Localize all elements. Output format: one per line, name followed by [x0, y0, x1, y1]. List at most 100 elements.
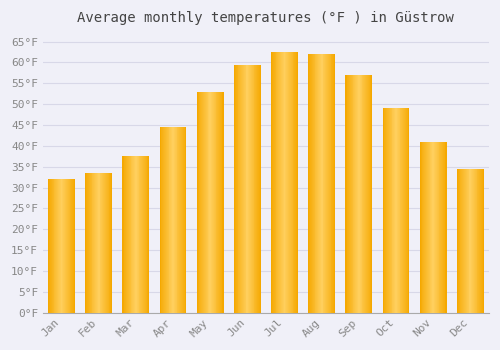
Title: Average monthly temperatures (°F ) in Güstrow: Average monthly temperatures (°F ) in Gü… — [78, 11, 454, 25]
Bar — [441, 142, 442, 313]
Bar — [48, 179, 49, 313]
Bar — [356, 75, 357, 313]
Bar — [234, 64, 235, 313]
Bar — [246, 64, 248, 313]
Bar — [98, 173, 100, 313]
Bar — [398, 108, 400, 313]
Bar — [464, 169, 465, 313]
Bar — [382, 108, 384, 313]
Bar — [316, 54, 317, 313]
Bar — [435, 142, 436, 313]
Bar — [51, 179, 52, 313]
Bar — [200, 92, 202, 313]
Bar — [86, 173, 87, 313]
Bar — [463, 169, 464, 313]
Bar — [444, 142, 446, 313]
Bar — [145, 156, 146, 313]
Bar — [352, 75, 354, 313]
Bar — [166, 127, 167, 313]
Bar — [403, 108, 404, 313]
Bar — [146, 156, 148, 313]
Bar — [297, 52, 298, 313]
Bar — [389, 108, 390, 313]
Bar — [351, 75, 352, 313]
Bar — [67, 179, 68, 313]
Bar — [442, 142, 443, 313]
Bar — [240, 64, 241, 313]
Bar — [125, 156, 126, 313]
Bar — [366, 75, 367, 313]
Bar — [404, 108, 405, 313]
Bar — [95, 173, 96, 313]
Bar — [66, 179, 67, 313]
Bar — [62, 179, 64, 313]
Bar — [134, 156, 135, 313]
Bar — [205, 92, 206, 313]
Bar — [327, 54, 328, 313]
Bar — [287, 52, 288, 313]
Bar — [443, 142, 444, 313]
Bar — [432, 142, 433, 313]
Bar — [50, 179, 51, 313]
Bar — [470, 169, 471, 313]
Bar — [350, 75, 351, 313]
Bar — [474, 169, 475, 313]
Bar — [216, 92, 218, 313]
Bar — [288, 52, 289, 313]
Bar — [348, 75, 349, 313]
Bar — [222, 92, 224, 313]
Bar — [56, 179, 57, 313]
Bar — [105, 173, 106, 313]
Bar — [148, 156, 149, 313]
Bar — [294, 52, 295, 313]
Bar — [73, 179, 74, 313]
Bar — [354, 75, 356, 313]
Bar — [171, 127, 172, 313]
Bar — [433, 142, 434, 313]
Bar — [148, 156, 149, 313]
Bar — [49, 179, 50, 313]
Bar — [390, 108, 392, 313]
Bar — [183, 127, 184, 313]
Bar — [251, 64, 252, 313]
Bar — [332, 54, 334, 313]
Bar — [242, 64, 243, 313]
Bar — [111, 173, 112, 313]
Bar — [96, 173, 97, 313]
Bar — [357, 75, 358, 313]
Bar — [386, 108, 387, 313]
Bar — [203, 92, 204, 313]
Bar — [367, 75, 368, 313]
Bar — [182, 127, 183, 313]
Bar — [322, 54, 324, 313]
Bar — [204, 92, 205, 313]
Bar — [420, 142, 422, 313]
Bar — [482, 169, 484, 313]
Bar — [218, 92, 219, 313]
Bar — [280, 52, 281, 313]
Bar — [422, 142, 424, 313]
Bar — [184, 127, 186, 313]
Bar — [473, 169, 474, 313]
Bar — [198, 92, 200, 313]
Bar — [258, 64, 259, 313]
Bar — [278, 52, 279, 313]
Bar — [428, 142, 430, 313]
Bar — [235, 64, 236, 313]
Bar — [320, 54, 321, 313]
Bar — [297, 52, 298, 313]
Bar — [110, 173, 111, 313]
Bar — [360, 75, 362, 313]
Bar — [219, 92, 220, 313]
Bar — [102, 173, 103, 313]
Bar — [462, 169, 463, 313]
Bar — [122, 156, 124, 313]
Bar — [436, 142, 438, 313]
Bar — [483, 169, 484, 313]
Bar — [472, 169, 473, 313]
Bar — [164, 127, 165, 313]
Bar — [144, 156, 145, 313]
Bar — [312, 54, 313, 313]
Bar — [289, 52, 290, 313]
Bar — [290, 52, 291, 313]
